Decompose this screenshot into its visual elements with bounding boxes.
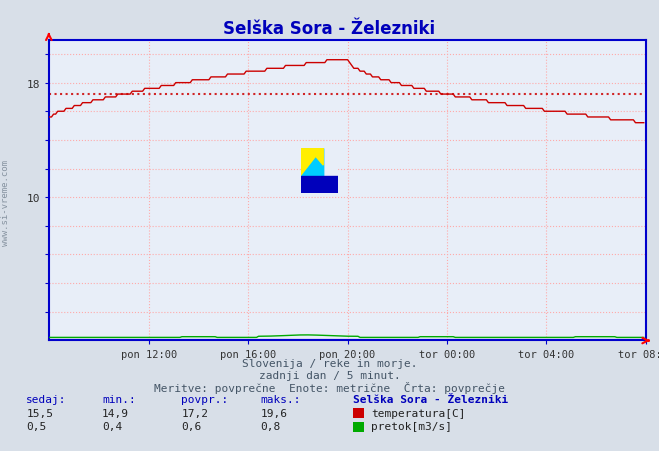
Text: maks.:: maks.: (260, 394, 301, 404)
Text: Meritve: povprečne  Enote: metrične  Črta: povprečje: Meritve: povprečne Enote: metrične Črta:… (154, 381, 505, 393)
Text: 0,5: 0,5 (26, 421, 47, 431)
Text: www.si-vreme.com: www.si-vreme.com (1, 160, 10, 246)
Text: 0,8: 0,8 (260, 421, 281, 431)
Text: povpr.:: povpr.: (181, 394, 229, 404)
Text: zadnji dan / 5 minut.: zadnji dan / 5 minut. (258, 370, 401, 380)
Text: Selška Sora - Železniki: Selška Sora - Železniki (223, 20, 436, 38)
Polygon shape (301, 149, 323, 177)
Text: 0,4: 0,4 (102, 421, 123, 431)
Text: temperatura[C]: temperatura[C] (371, 408, 465, 418)
Text: 0,6: 0,6 (181, 421, 202, 431)
Polygon shape (301, 149, 323, 177)
Bar (301, 177, 337, 194)
Text: Slovenija / reke in morje.: Slovenija / reke in morje. (242, 359, 417, 368)
Polygon shape (301, 149, 323, 177)
Text: min.:: min.: (102, 394, 136, 404)
Text: 15,5: 15,5 (26, 408, 53, 418)
Text: pretok[m3/s]: pretok[m3/s] (371, 421, 452, 431)
Text: 14,9: 14,9 (102, 408, 129, 418)
Text: 17,2: 17,2 (181, 408, 208, 418)
Text: 19,6: 19,6 (260, 408, 287, 418)
Text: sedaj:: sedaj: (26, 394, 67, 404)
Polygon shape (308, 149, 323, 166)
Text: Selška Sora - Železniki: Selška Sora - Železniki (353, 394, 508, 404)
